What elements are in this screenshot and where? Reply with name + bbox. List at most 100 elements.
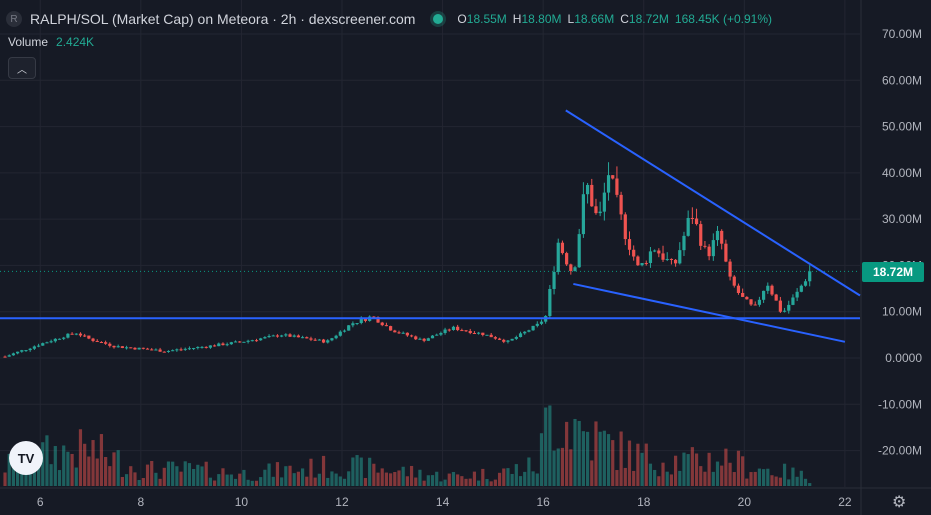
candle-body [334,335,338,339]
volume-bar [162,467,166,486]
volume-bar [242,469,246,486]
candle-body [36,345,41,347]
volume-bar [560,447,565,486]
candle-body [481,332,485,335]
candle-body [443,329,447,333]
candle-body [171,350,175,352]
ohlc-close: C18.72M [620,12,669,26]
candle-body [523,331,527,334]
candle-body [53,338,57,342]
y-tick-label: 40.00M [882,166,922,180]
candle-body [250,340,254,342]
volume-bar [774,476,778,486]
volume-bar [627,440,632,486]
candle-body [653,250,657,252]
candle-body [728,261,732,277]
volume-bar [41,442,45,486]
candle-body [657,250,661,254]
volume-bar [192,468,196,486]
volume-bar [669,474,674,486]
candle-body [158,349,162,352]
volume-bar [636,443,640,486]
volume-bar [556,448,560,486]
volume-bar [145,464,150,486]
volume-bar [619,431,623,486]
candle-body [238,341,242,343]
volume-bar [334,473,338,486]
volume-bar [355,455,359,486]
candle-body [389,326,393,331]
volume-bar [62,445,66,486]
volume-bar [456,474,460,486]
candle-body [409,335,414,337]
volume-bar [611,440,615,486]
candle-body [477,332,481,334]
gear-icon[interactable]: ⚙ [892,494,907,511]
y-tick-label: -10.00M [878,397,922,411]
volume-bar [250,480,254,486]
volume-bar [552,450,556,486]
volume-bar [154,472,158,486]
volume-bar [531,471,535,486]
volume-bar [78,429,83,486]
volume-bar [372,463,376,486]
candle-body [682,235,686,251]
candle-body [502,339,506,342]
candle-body [632,249,636,257]
candle-body [124,347,129,349]
volume-bar [3,472,7,486]
y-tick-label: 30.00M [882,212,922,226]
volume-bar [141,477,145,486]
volume-bar [699,466,703,486]
ohlc-change: 168.45K (+0.91%) [674,12,772,26]
candle-body [154,349,158,351]
volume-label: Volume [8,35,49,49]
volume-bar [112,452,116,486]
candle-body [112,345,116,348]
candle-body [330,338,334,341]
volume-bar [749,472,753,486]
candle-body [778,300,782,312]
volume-bar [225,474,229,486]
volume-bar [757,468,762,486]
candle-body [661,253,665,260]
candle-body [493,337,497,339]
volume-bar [351,457,355,486]
candle-body [560,242,565,254]
volume-bar [460,476,464,486]
x-tick-label: 8 [137,495,144,509]
volume-bar [32,464,36,486]
volume-bar [171,461,175,486]
candle-body [569,264,573,271]
volume-bar [682,452,686,486]
candle-body [577,234,581,268]
volume-bar [799,470,803,486]
y-tick-label: 70.00M [882,27,922,41]
volume-bar [368,457,372,486]
candle-body [74,333,78,335]
candle-body [753,304,757,306]
candle-body [351,323,355,326]
candle-body [11,353,16,356]
volume-bar [108,466,112,486]
candle-body [66,333,70,338]
candle-body [539,321,544,324]
candle-body [32,346,36,349]
trendline-upper-wedge [565,109,861,297]
volume-bar [657,476,661,486]
candle-body [24,350,28,352]
collapse-legend-button[interactable]: ︿ [8,57,36,79]
candle-body [464,330,468,332]
volume-bar [246,479,250,486]
candle-body [724,243,728,262]
candle-body [129,347,133,349]
candle-body [292,335,296,337]
volume-bar [104,457,108,486]
candle-body [41,343,45,346]
candle-body [275,335,280,337]
candle-body [803,281,808,286]
volume-bar [280,477,284,486]
volume-bar [401,466,405,486]
